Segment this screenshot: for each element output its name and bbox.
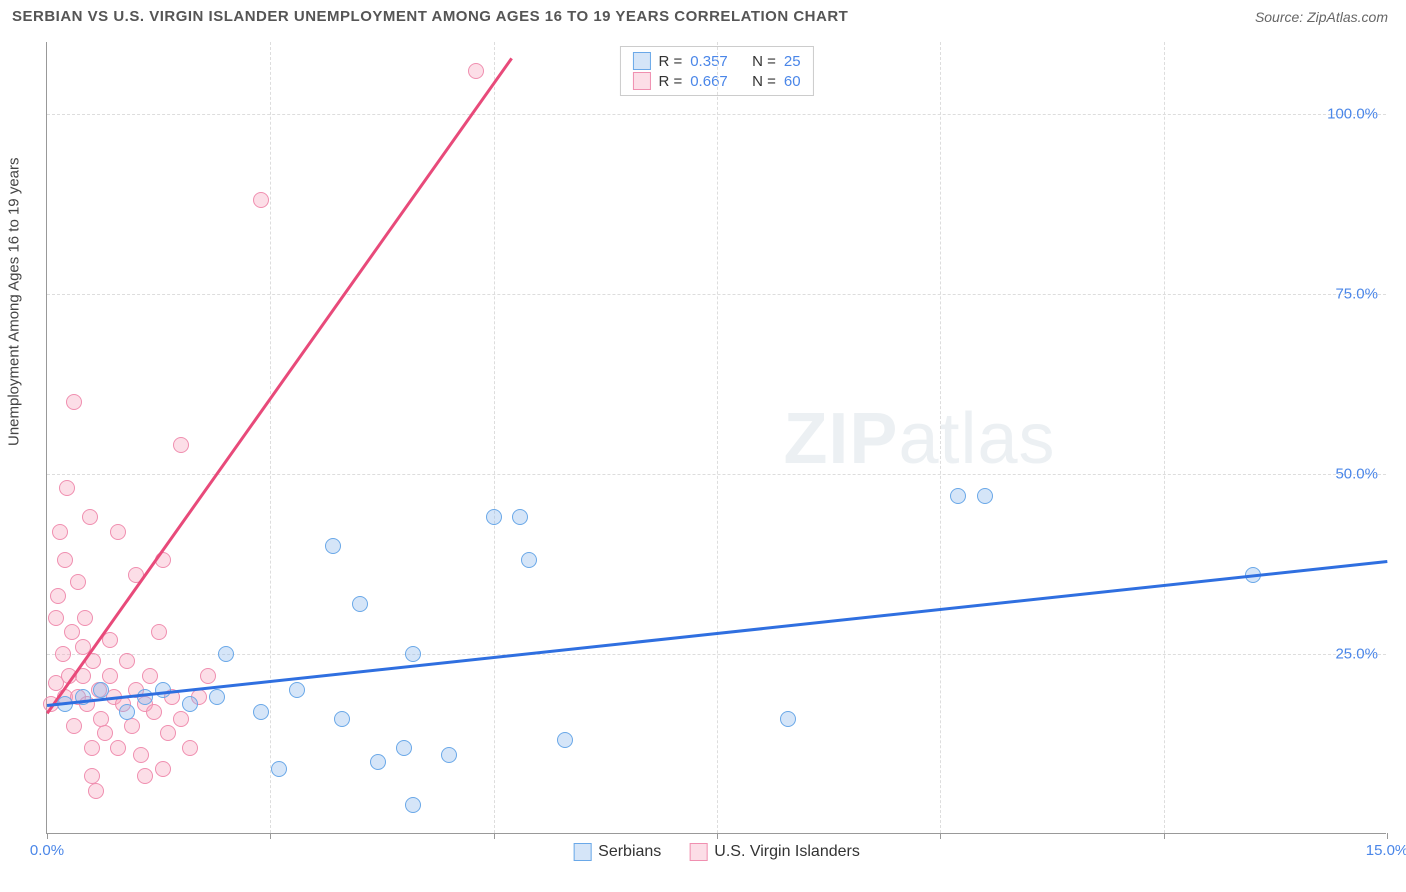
- scatter-point-virgin-islanders: [137, 768, 153, 784]
- swatch-virgin-islanders-2: [689, 843, 707, 861]
- scatter-point-virgin-islanders: [133, 747, 149, 763]
- n-value-serbians: 25: [784, 53, 801, 70]
- scatter-point-virgin-islanders: [160, 725, 176, 741]
- scatter-point-virgin-islanders: [124, 718, 140, 734]
- scatter-point-serbians: [119, 704, 135, 720]
- scatter-point-serbians: [441, 747, 457, 763]
- gridline-v: [1164, 42, 1165, 833]
- scatter-point-virgin-islanders: [50, 588, 66, 604]
- scatter-point-virgin-islanders: [182, 740, 198, 756]
- chart-header: SERBIAN VS U.S. VIRGIN ISLANDER UNEMPLOY…: [0, 0, 1406, 31]
- y-axis-title: Unemployment Among Ages 16 to 19 years: [6, 157, 23, 446]
- x-tick-label: 0.0%: [30, 842, 64, 859]
- scatter-point-virgin-islanders: [110, 524, 126, 540]
- scatter-point-virgin-islanders: [253, 192, 269, 208]
- scatter-point-serbians: [352, 596, 368, 612]
- scatter-chart-area: ZIPatlas R = 0.357 N = 25 R = 0.667 N = …: [46, 42, 1386, 834]
- scatter-point-serbians: [557, 732, 573, 748]
- scatter-point-virgin-islanders: [57, 552, 73, 568]
- chart-source: Source: ZipAtlas.com: [1255, 9, 1388, 25]
- scatter-point-virgin-islanders: [110, 740, 126, 756]
- x-tick: [270, 833, 271, 839]
- scatter-point-serbians: [405, 797, 421, 813]
- n-value-virgin-islanders: 60: [784, 73, 801, 90]
- gridline-v: [717, 42, 718, 833]
- swatch-virgin-islanders: [632, 72, 650, 90]
- scatter-point-serbians: [512, 509, 528, 525]
- scatter-point-virgin-islanders: [70, 574, 86, 590]
- scatter-point-virgin-islanders: [173, 437, 189, 453]
- legend-item-serbians: Serbians: [573, 843, 661, 861]
- scatter-point-virgin-islanders: [77, 610, 93, 626]
- scatter-point-virgin-islanders: [119, 653, 135, 669]
- gridline-v: [270, 42, 271, 833]
- scatter-point-virgin-islanders: [52, 524, 68, 540]
- scatter-point-virgin-islanders: [155, 761, 171, 777]
- scatter-point-virgin-islanders: [97, 725, 113, 741]
- scatter-point-virgin-islanders: [66, 394, 82, 410]
- x-tick: [1387, 833, 1388, 839]
- watermark-text: ZIPatlas: [783, 398, 1055, 480]
- scatter-point-serbians: [977, 488, 993, 504]
- scatter-point-serbians: [137, 689, 153, 705]
- scatter-point-serbians: [289, 682, 305, 698]
- x-tick-label: 15.0%: [1366, 842, 1406, 859]
- scatter-point-serbians: [93, 682, 109, 698]
- scatter-point-serbians: [334, 711, 350, 727]
- x-tick: [494, 833, 495, 839]
- scatter-point-virgin-islanders: [59, 480, 75, 496]
- scatter-point-virgin-islanders: [173, 711, 189, 727]
- r-value-virgin-islanders: 0.667: [690, 73, 728, 90]
- scatter-point-virgin-islanders: [102, 668, 118, 684]
- series-legend: Serbians U.S. Virgin Islanders: [573, 843, 860, 861]
- scatter-point-virgin-islanders: [151, 624, 167, 640]
- x-tick: [1164, 833, 1165, 839]
- scatter-point-virgin-islanders: [142, 668, 158, 684]
- scatter-point-serbians: [218, 646, 234, 662]
- trendline-virgin-islanders: [46, 57, 513, 714]
- x-tick: [717, 833, 718, 839]
- scatter-point-serbians: [271, 761, 287, 777]
- swatch-serbians-2: [573, 843, 591, 861]
- scatter-point-serbians: [209, 689, 225, 705]
- scatter-point-virgin-islanders: [88, 783, 104, 799]
- y-tick-label: 100.0%: [1327, 106, 1378, 123]
- scatter-point-serbians: [325, 538, 341, 554]
- scatter-point-virgin-islanders: [48, 610, 64, 626]
- y-tick-label: 50.0%: [1335, 466, 1378, 483]
- chart-title: SERBIAN VS U.S. VIRGIN ISLANDER UNEMPLOY…: [12, 8, 848, 25]
- x-tick: [47, 833, 48, 839]
- scatter-point-serbians: [370, 754, 386, 770]
- gridline-v: [494, 42, 495, 833]
- scatter-point-virgin-islanders: [200, 668, 216, 684]
- scatter-point-serbians: [405, 646, 421, 662]
- scatter-point-serbians: [396, 740, 412, 756]
- scatter-point-serbians: [780, 711, 796, 727]
- r-value-serbians: 0.357: [690, 53, 728, 70]
- scatter-point-serbians: [486, 509, 502, 525]
- gridline-v: [940, 42, 941, 833]
- scatter-point-serbians: [253, 704, 269, 720]
- scatter-point-virgin-islanders: [82, 509, 98, 525]
- scatter-point-virgin-islanders: [146, 704, 162, 720]
- legend-item-virgin-islanders: U.S. Virgin Islanders: [689, 843, 860, 861]
- scatter-point-virgin-islanders: [468, 63, 484, 79]
- y-tick-label: 25.0%: [1335, 646, 1378, 663]
- scatter-point-virgin-islanders: [66, 718, 82, 734]
- scatter-point-serbians: [950, 488, 966, 504]
- swatch-serbians: [632, 52, 650, 70]
- y-tick-label: 75.0%: [1335, 286, 1378, 303]
- scatter-point-virgin-islanders: [55, 646, 71, 662]
- scatter-point-virgin-islanders: [64, 624, 80, 640]
- scatter-point-serbians: [182, 696, 198, 712]
- scatter-point-virgin-islanders: [84, 740, 100, 756]
- x-tick: [940, 833, 941, 839]
- scatter-point-serbians: [521, 552, 537, 568]
